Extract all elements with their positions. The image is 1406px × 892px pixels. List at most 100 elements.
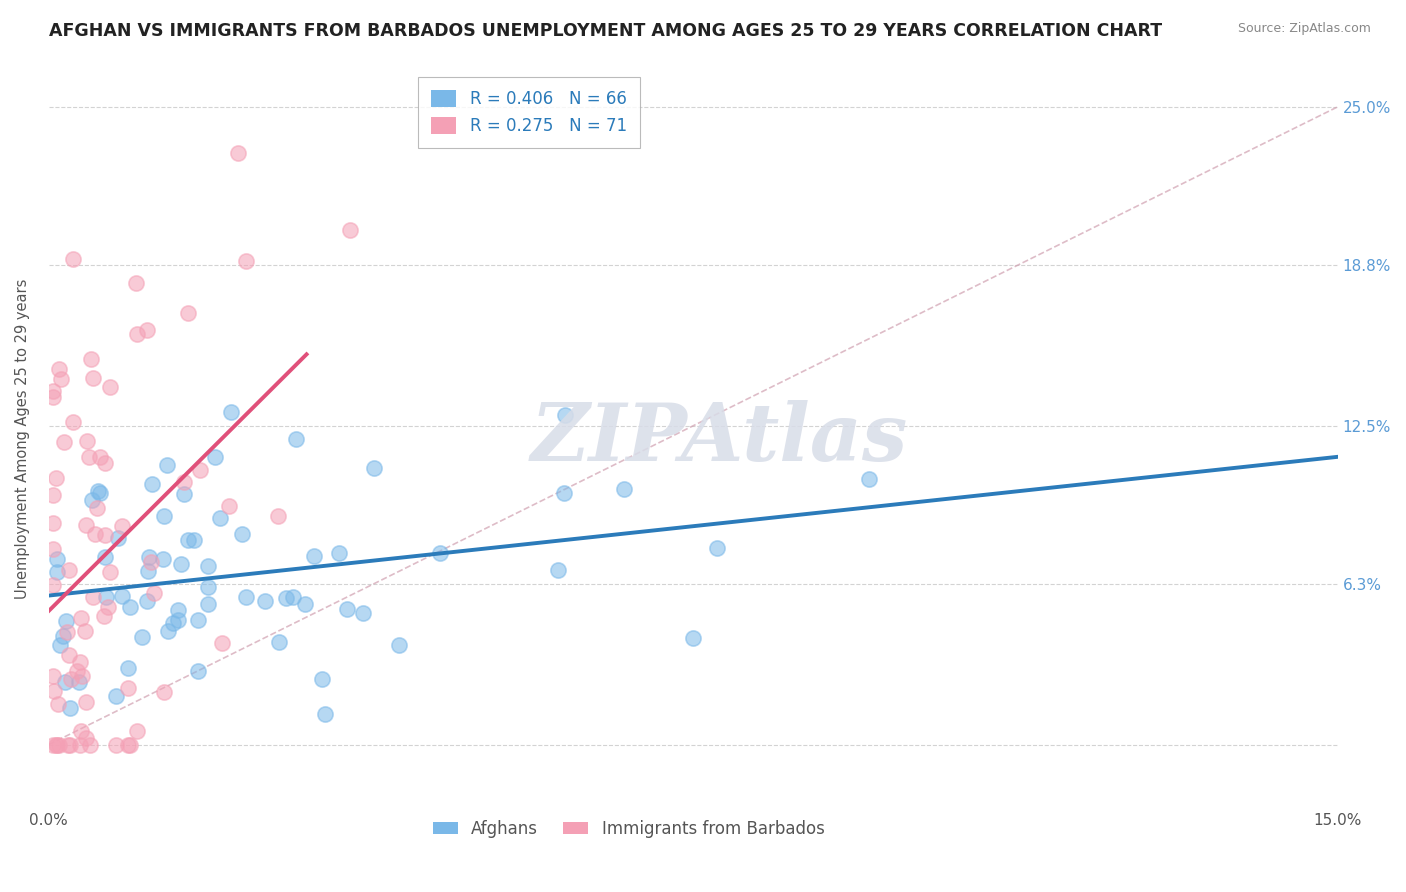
- Point: [139, 555, 162, 569]
- Point: [94, 456, 117, 470]
- Point: [53, 675, 76, 690]
- Point: [167, 603, 190, 617]
- Point: [153, 508, 176, 523]
- Point: [187, 664, 209, 678]
- Point: [73, 624, 96, 638]
- Point: [58, 648, 80, 662]
- Point: [111, 518, 134, 533]
- Point: [82, 590, 104, 604]
- Point: [69, 675, 91, 690]
- Point: [58, 563, 80, 577]
- Point: [135, 593, 157, 607]
- Point: [42, 684, 65, 698]
- Point: [46, 697, 69, 711]
- Point: [52, 629, 75, 643]
- Point: [125, 723, 148, 738]
- Point: [281, 590, 304, 604]
- Point: [87, 484, 110, 499]
- Point: [56, 625, 79, 640]
- Point: [226, 145, 249, 160]
- Point: [52, 435, 75, 450]
- Point: [69, 738, 91, 752]
- Point: [156, 458, 179, 472]
- Point: [125, 326, 148, 341]
- Point: [187, 613, 209, 627]
- Point: [204, 450, 226, 465]
- Point: [45, 738, 67, 752]
- Point: [352, 606, 374, 620]
- Point: [267, 508, 290, 523]
- Point: [93, 528, 115, 542]
- Y-axis label: Unemployment Among Ages 25 to 29 years: Unemployment Among Ages 25 to 29 years: [15, 278, 30, 599]
- Point: [153, 684, 176, 698]
- Point: [104, 690, 127, 704]
- Point: [231, 527, 253, 541]
- Point: [62, 415, 84, 429]
- Point: [80, 352, 103, 367]
- Point: [89, 450, 111, 464]
- Point: [77, 450, 100, 464]
- Point: [79, 738, 101, 752]
- Point: [138, 550, 160, 565]
- Text: ZIPAtlas: ZIPAtlas: [530, 400, 908, 477]
- Legend: Afghans, Immigrants from Barbados: Afghans, Immigrants from Barbados: [426, 814, 831, 845]
- Point: [117, 661, 139, 675]
- Point: [294, 598, 316, 612]
- Point: [267, 635, 290, 649]
- Point: [682, 632, 704, 646]
- Point: [176, 306, 198, 320]
- Point: [197, 597, 219, 611]
- Point: [131, 630, 153, 644]
- Point: [58, 700, 80, 714]
- Point: [100, 380, 122, 394]
- Point: [858, 472, 880, 486]
- Point: [125, 276, 148, 290]
- Point: [97, 600, 120, 615]
- Point: [170, 557, 193, 571]
- Point: [706, 541, 728, 555]
- Point: [141, 477, 163, 491]
- Point: [118, 599, 141, 614]
- Point: [93, 609, 115, 624]
- Point: [107, 531, 129, 545]
- Point: [75, 518, 97, 533]
- Point: [547, 563, 569, 577]
- Point: [328, 546, 350, 560]
- Point: [42, 390, 65, 404]
- Point: [83, 527, 105, 541]
- Point: [62, 252, 84, 267]
- Point: [70, 723, 93, 738]
- Point: [363, 460, 385, 475]
- Point: [46, 738, 69, 752]
- Point: [117, 738, 139, 752]
- Point: [135, 323, 157, 337]
- Point: [80, 493, 103, 508]
- Point: [42, 488, 65, 502]
- Point: [89, 485, 111, 500]
- Point: [86, 500, 108, 515]
- Point: [162, 616, 184, 631]
- Point: [82, 371, 104, 385]
- Point: [218, 500, 240, 514]
- Point: [58, 738, 80, 752]
- Point: [55, 615, 77, 629]
- Point: [46, 552, 69, 566]
- Point: [96, 590, 118, 604]
- Point: [48, 361, 70, 376]
- Point: [69, 655, 91, 669]
- Text: AFGHAN VS IMMIGRANTS FROM BARBADOS UNEMPLOYMENT AMONG AGES 25 TO 29 YEARS CORREL: AFGHAN VS IMMIGRANTS FROM BARBADOS UNEMP…: [49, 22, 1163, 40]
- Point: [157, 624, 180, 638]
- Point: [429, 546, 451, 560]
- Point: [104, 738, 127, 752]
- Point: [314, 706, 336, 721]
- Point: [311, 672, 333, 686]
- Point: [183, 533, 205, 547]
- Point: [152, 552, 174, 566]
- Point: [117, 681, 139, 696]
- Point: [76, 434, 98, 448]
- Point: [42, 578, 65, 592]
- Point: [42, 541, 65, 556]
- Point: [98, 565, 121, 579]
- Point: [136, 564, 159, 578]
- Point: [48, 738, 70, 752]
